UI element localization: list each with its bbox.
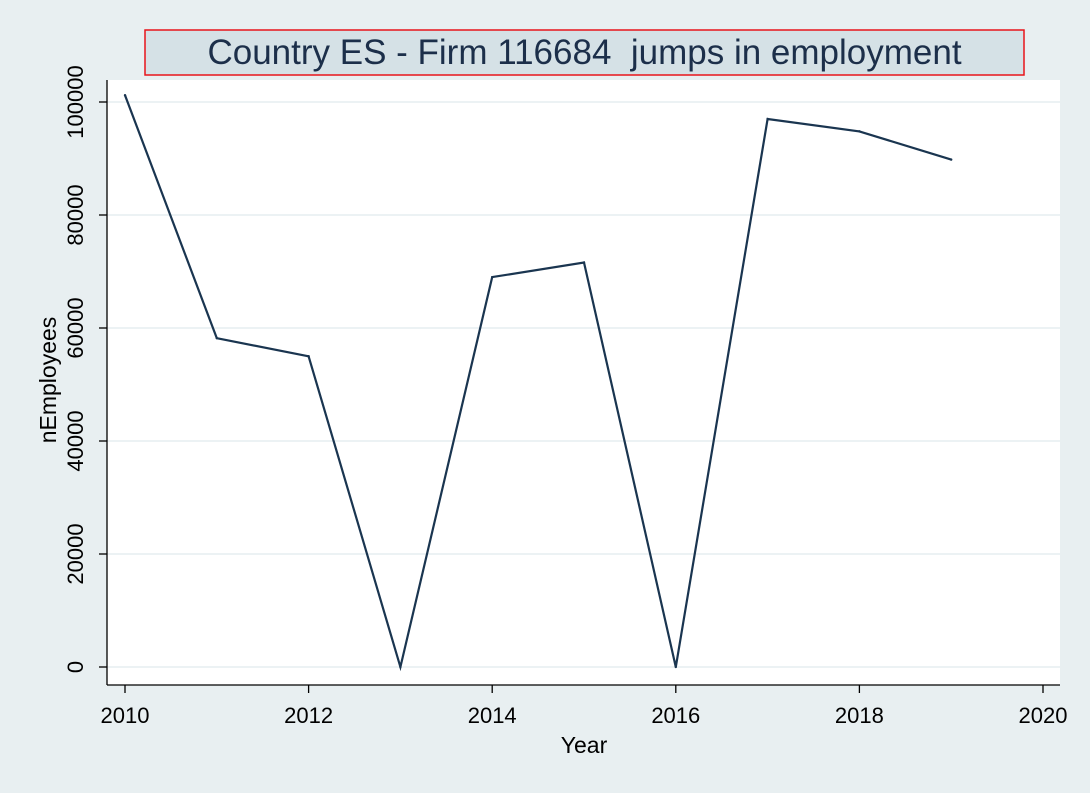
data-point bbox=[766, 117, 769, 121]
data-point bbox=[123, 94, 127, 97]
x-tick-label: 2016 bbox=[651, 703, 700, 728]
axes: 2010 2012 2014 2016 2018 2020 0 20000 40000 60000… bbox=[63, 65, 1067, 728]
data-point bbox=[215, 336, 218, 340]
y-tick-label: 0 bbox=[63, 661, 88, 673]
data-point bbox=[858, 130, 861, 133]
data-point bbox=[950, 158, 953, 161]
y-tick-label: 60000 bbox=[63, 297, 88, 358]
chart-title-box: Country ES - Firm 116684 jumps in employ… bbox=[144, 29, 1025, 76]
data-point bbox=[307, 355, 310, 358]
chart-title: Country ES - Firm 116684 jumps in employ… bbox=[207, 33, 961, 72]
data-point bbox=[491, 275, 494, 279]
x-tick-label: 2012 bbox=[284, 703, 333, 728]
plot-area bbox=[107, 80, 1060, 685]
x-tick-label: 2010 bbox=[101, 703, 150, 728]
series-line bbox=[123, 94, 952, 672]
series-layer bbox=[123, 94, 953, 672]
y-tick-label: 100000 bbox=[63, 65, 88, 138]
gridlines bbox=[107, 101, 1060, 668]
x-axis-title: Year bbox=[561, 732, 608, 758]
x-tick-label: 2020 bbox=[1019, 703, 1068, 728]
y-tick-label: 40000 bbox=[63, 410, 88, 471]
y-tick-label: 80000 bbox=[63, 184, 88, 245]
x-tick-label: 2018 bbox=[835, 703, 884, 728]
y-tick-label: 20000 bbox=[63, 523, 88, 584]
y-axis-title: nEmployees bbox=[35, 317, 61, 444]
x-tick-label: 2014 bbox=[468, 703, 517, 728]
data-point bbox=[582, 261, 586, 264]
title-box-background bbox=[144, 29, 1025, 76]
data-point bbox=[674, 665, 677, 669]
data-point bbox=[399, 665, 402, 669]
